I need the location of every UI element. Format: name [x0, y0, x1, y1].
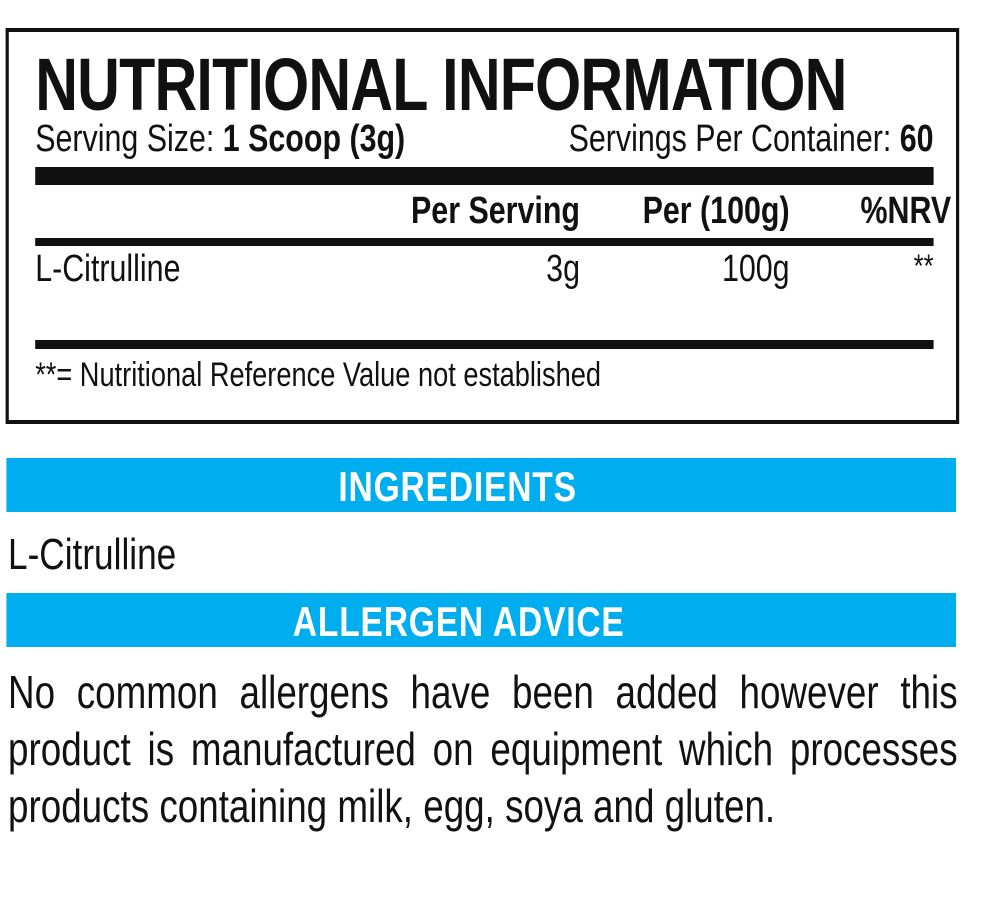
- ingredients-text: L-Citrulline: [8, 530, 177, 579]
- allergen-text: No common allergens have been added howe…: [8, 666, 958, 832]
- column-header-nrv: %NRV: [860, 190, 952, 232]
- header-divider: [35, 238, 934, 246]
- serving-size-value: 1 Scoop (3g): [222, 118, 406, 160]
- nrv-value: **: [913, 248, 934, 284]
- servings-per-container: Servings Per Container: 60: [569, 118, 934, 161]
- column-header-per-100g: Per (100g): [642, 190, 790, 232]
- thick-divider: [35, 167, 934, 185]
- allergen-header: ALLERGEN ADVICE: [6, 593, 956, 647]
- nrv-footnote: **= Nutritional Reference Value not esta…: [35, 356, 601, 394]
- column-header-per-serving: Per Serving: [411, 190, 580, 232]
- nutrient-name: L-Citrulline: [35, 248, 181, 290]
- footer-divider: [35, 340, 934, 349]
- per-serving-value: 3g: [546, 248, 580, 290]
- ingredients-header: INGREDIENTS: [6, 458, 956, 512]
- ingredients-heading: INGREDIENTS: [338, 463, 577, 510]
- nutrition-title: NUTRITIONAL INFORMATION: [35, 43, 847, 126]
- serving-size-label: Serving Size:: [35, 118, 215, 160]
- per-100g-value: 100g: [721, 248, 790, 290]
- serving-size: Serving Size: 1 Scoop (3g): [35, 118, 405, 161]
- nutrition-panel: [5, 28, 960, 424]
- servings-per-container-value: 60: [899, 118, 934, 160]
- servings-per-container-label: Servings Per Container:: [568, 118, 892, 160]
- allergen-heading: ALLERGEN ADVICE: [292, 598, 625, 645]
